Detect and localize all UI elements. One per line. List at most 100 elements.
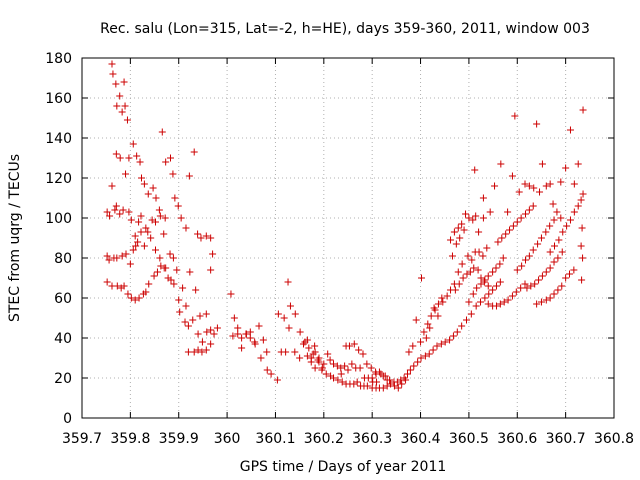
data-point [109,70,117,78]
data-point [417,354,425,362]
data-point [521,256,529,264]
x-tick-label: 360.4 [400,431,440,447]
data-point [318,364,326,372]
data-point [422,334,430,342]
data-point [155,206,163,214]
data-point [477,280,485,288]
data-point [207,266,215,274]
data-point [230,314,238,322]
data-point [113,282,121,290]
data-point [135,294,143,302]
data-point [550,290,558,298]
data-point [577,196,585,204]
data-point [182,224,190,232]
data-point [508,292,516,300]
data-point [189,316,197,324]
data-point [140,242,148,250]
data-point [169,170,177,178]
data-point [446,336,454,344]
data-point [546,264,554,272]
data-point [414,358,422,366]
data-point [405,348,413,356]
data-point [238,344,246,352]
data-point [149,184,157,192]
data-point [185,172,193,180]
data-point [166,250,174,258]
data-point [145,280,153,288]
data-point [359,350,367,358]
data-point [383,376,391,384]
data-point [459,274,467,282]
y-tick-label: 60 [54,291,72,307]
y-tick-label: 180 [45,51,72,67]
data-point [438,294,446,302]
data-point [363,360,371,368]
data-point [509,222,517,230]
data-point [113,102,121,110]
data-point [238,334,246,342]
data-point [546,248,554,256]
data-point [517,214,525,222]
plot-frame [81,57,615,419]
data-point [562,164,570,172]
data-point [142,288,150,296]
data-point [456,234,464,242]
data-point [161,214,169,222]
data-point [162,158,170,166]
data-point [305,344,313,352]
data-point [558,248,566,256]
data-point [499,254,507,262]
data-point [566,126,574,134]
data-point [307,358,315,366]
data-point [462,210,470,218]
data-point [242,330,250,338]
data-point [542,182,550,190]
data-point [129,246,137,254]
x-axis-title: GPS time / Days of year 2011 [240,459,447,475]
data-point [465,298,473,306]
data-point [152,218,160,226]
data-point [535,276,543,284]
data-point [563,222,571,230]
data-point [533,120,541,128]
data-point [133,152,141,160]
data-point [174,202,182,210]
data-point [158,128,166,136]
data-point [402,376,410,384]
data-point [518,262,526,270]
data-point [303,336,311,344]
data-point [373,378,381,386]
data-point [398,380,406,388]
data-point [350,340,358,348]
data-point [152,246,160,254]
data-point [496,300,504,308]
data-point [182,302,190,310]
data-point [127,216,135,224]
data-point [437,340,445,348]
data-point [337,364,345,372]
data-point [577,242,585,250]
data-point [477,274,485,282]
data-point [153,268,161,276]
data-point [420,328,428,336]
data-point [390,382,398,390]
data-point [355,346,363,354]
data-point [324,350,332,358]
data-point [194,330,202,338]
data-point [546,180,554,188]
data-point [170,280,178,288]
data-point [531,280,539,288]
data-point [525,182,533,190]
data-points [103,60,587,392]
data-point [481,294,489,302]
data-point [523,284,531,292]
data-point [491,182,499,190]
data-point [116,210,124,218]
data-point [136,158,144,166]
data-point [202,232,210,240]
data-point [449,332,457,340]
data-point [137,228,145,236]
data-point [481,276,489,284]
data-point [426,324,434,332]
